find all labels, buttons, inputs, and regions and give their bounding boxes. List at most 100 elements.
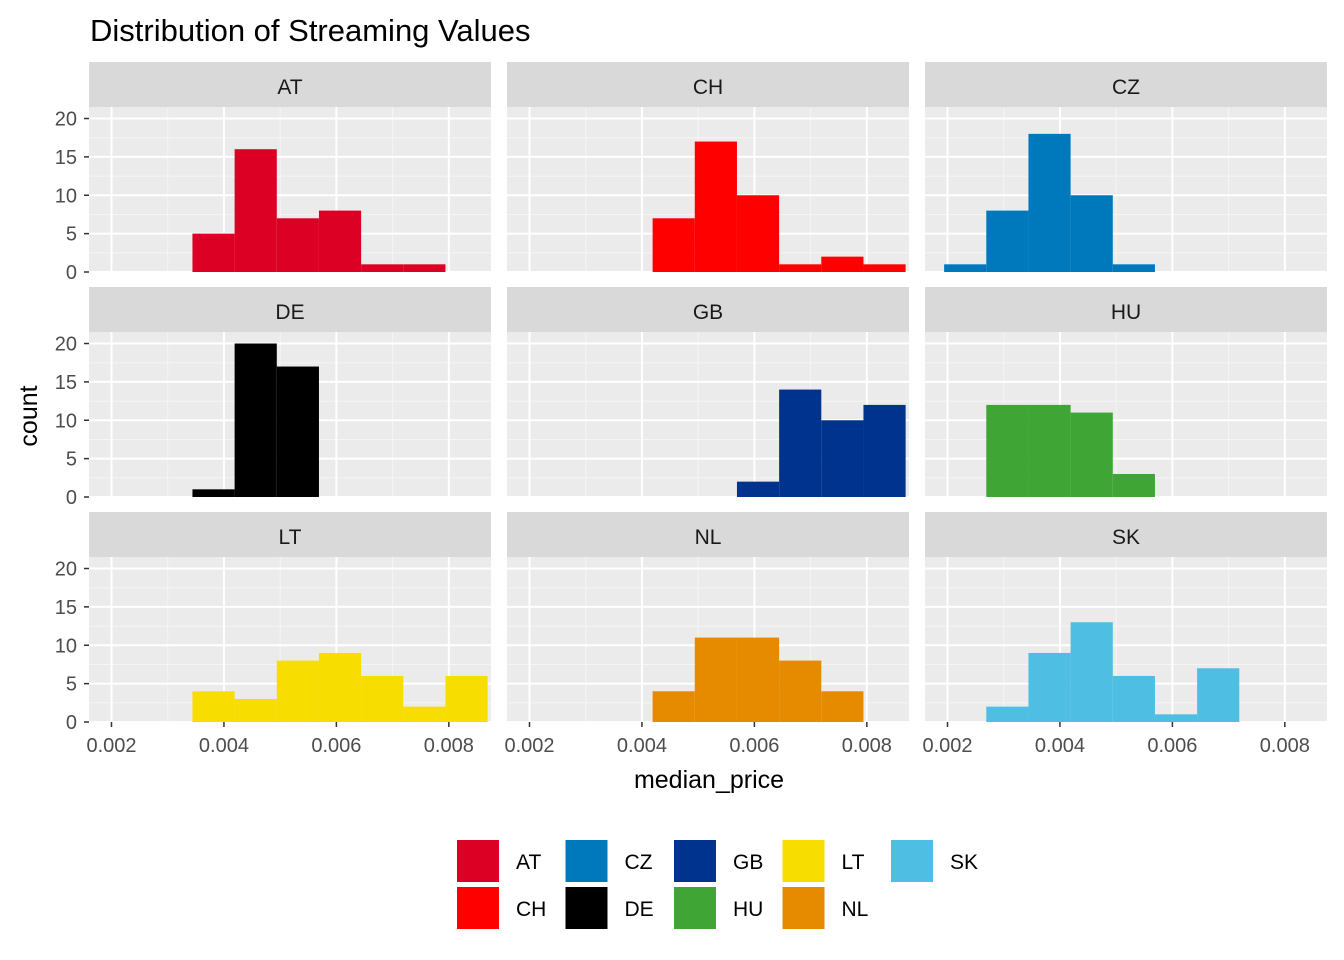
histogram-bar (694, 141, 737, 272)
histogram-bar (779, 660, 822, 722)
histogram-bar (736, 195, 780, 272)
facet-strip (89, 512, 491, 557)
facet-panel-hu: HU (925, 287, 1327, 498)
histogram-bar (863, 264, 906, 272)
facet-strip (89, 62, 491, 107)
y-tick-label: 15 (55, 147, 77, 169)
legend-key (457, 887, 499, 929)
facet-strip-label: NL (695, 526, 722, 549)
legend: AT CH CZ DE GB HU LT NL SK (457, 840, 978, 929)
legend-item-sk: SK (891, 840, 978, 882)
histogram-bar (192, 233, 235, 272)
legend-key (565, 887, 608, 929)
y-tick-label: 20 (55, 109, 77, 131)
facet-panel-at: AT 0 5 10 15 20 (55, 62, 491, 284)
legend-item-nl: NL (782, 887, 868, 929)
legend-label: CZ (625, 851, 653, 874)
y-tick-label: 15 (55, 372, 77, 394)
x-tick-label: 0.008 (842, 735, 892, 757)
legend-key (565, 840, 608, 882)
histogram-bar (234, 149, 277, 272)
histogram-bar (1154, 714, 1198, 722)
facet-panel-gb: GB (507, 287, 909, 498)
y-tick-label: 20 (55, 559, 77, 581)
x-tick-label: 0.006 (729, 735, 779, 757)
histogram-bar (736, 481, 780, 497)
histogram-bar (986, 210, 1029, 272)
facet-strip (925, 512, 1327, 557)
legend-label: DE (625, 898, 654, 921)
facet-panel-nl: NL 0.002 0.004 0.006 0.008 (504, 512, 909, 757)
x-tick-label: 0.002 (504, 735, 554, 757)
y-tick-label: 0 (66, 262, 77, 284)
histogram-bar (445, 675, 488, 722)
histogram-bar (276, 660, 319, 722)
histogram-bar (779, 389, 822, 497)
facet-strip (507, 512, 909, 557)
facet-strip (925, 287, 1327, 332)
histogram-bar (1112, 675, 1155, 722)
histogram-bar (652, 691, 695, 722)
histogram-bar (1028, 652, 1071, 722)
histogram-bar (361, 675, 404, 722)
y-tick-label: 5 (66, 674, 77, 696)
histogram-bar (1070, 195, 1113, 272)
histogram-bar (192, 489, 235, 497)
facet-panel-ch: CH (507, 62, 909, 273)
facet-panel-sk: SK 0.002 0.004 0.006 0.008 (922, 512, 1327, 757)
y-tick-label: 10 (55, 185, 77, 207)
legend-label: SK (950, 851, 978, 874)
x-tick-label: 0.008 (1260, 735, 1310, 757)
x-tick-label: 0.006 (311, 735, 361, 757)
histogram-bar (694, 637, 737, 722)
facet-strip-label: DE (275, 301, 304, 324)
y-tick-label: 5 (66, 449, 77, 471)
facet-strip-label: CZ (1112, 76, 1140, 99)
y-tick-label: 20 (55, 334, 77, 356)
histogram-bar (192, 691, 235, 722)
histogram-bar (986, 404, 1029, 497)
x-tick-label: 0.008 (424, 735, 474, 757)
histogram-bar (1070, 622, 1113, 722)
histogram-bar (652, 218, 695, 272)
histogram-bar (318, 652, 362, 722)
histogram-bar (1197, 668, 1240, 722)
histogram-bar (403, 264, 446, 272)
facet-strip-label: GB (693, 301, 723, 324)
x-tick-label: 0.004 (617, 735, 667, 757)
facet-strip-label: CH (693, 76, 723, 99)
histogram-bar (821, 691, 864, 722)
histogram-bar (276, 366, 319, 497)
x-tick-label: 0.002 (86, 735, 136, 757)
histogram-bar (276, 218, 319, 272)
facet-panel-cz: CZ (925, 62, 1327, 273)
legend-item-de: DE (565, 887, 654, 929)
legend-item-gb: GB (674, 840, 763, 882)
facet-panel-de: DE 0 5 10 15 20 (55, 287, 491, 509)
facet-strip (507, 62, 909, 107)
histogram-bar (234, 343, 277, 497)
legend-item-ch: CH (457, 887, 546, 929)
y-tick-label: 0 (66, 487, 77, 509)
x-axis-title: median_price (634, 766, 784, 794)
histogram-bar (1028, 404, 1071, 497)
histogram-bar (821, 420, 864, 497)
legend-item-cz: CZ (565, 840, 653, 882)
histogram-bar (736, 637, 780, 722)
legend-key (782, 887, 825, 929)
histogram-bar (944, 264, 987, 272)
histogram-bar (403, 706, 446, 722)
histogram-bar (318, 210, 362, 272)
x-tick-label: 0.004 (1035, 735, 1085, 757)
histogram-bar (1028, 133, 1071, 272)
legend-label: CH (516, 898, 546, 921)
legend-item-lt: LT (782, 840, 865, 882)
panel-background (925, 107, 1327, 272)
x-tick-label: 0.006 (1147, 735, 1197, 757)
histogram-bar (821, 256, 864, 272)
legend-label: LT (842, 851, 865, 874)
histogram-bar (1070, 412, 1113, 497)
legend-key (674, 887, 716, 929)
legend-item-at: AT (457, 840, 541, 882)
